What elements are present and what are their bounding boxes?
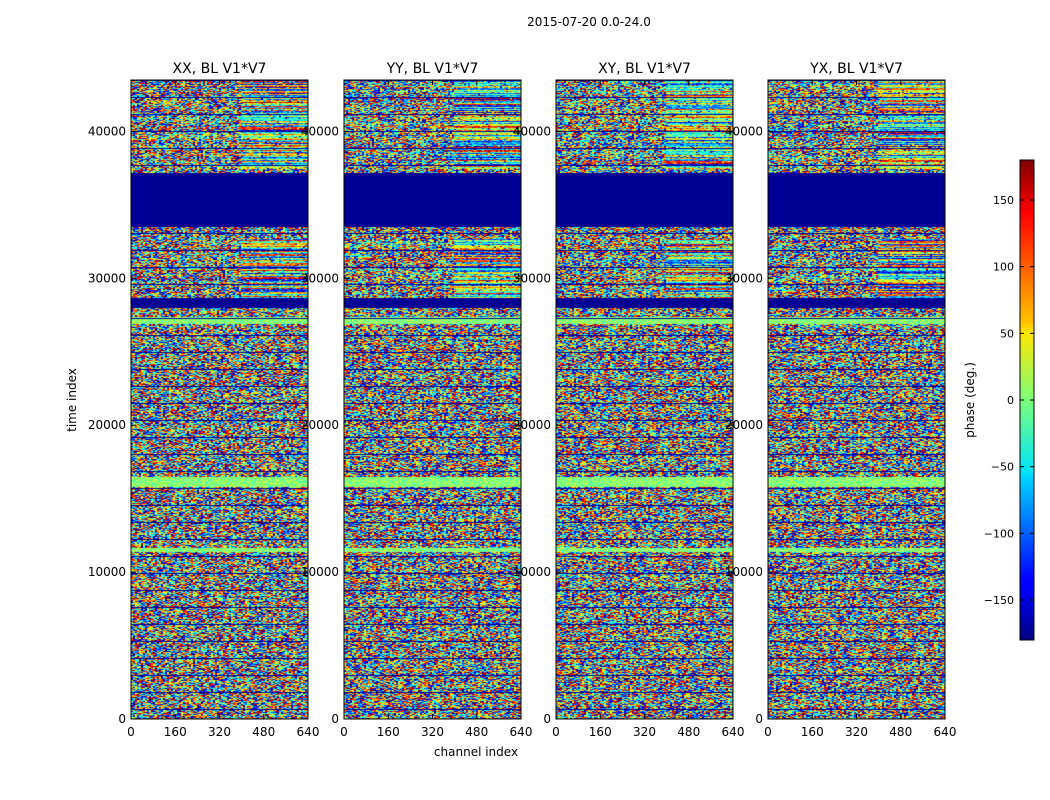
- panel-heatmap-0: [131, 80, 308, 719]
- y-tick-label-2-4: 40000: [513, 124, 551, 138]
- y-tick-label-1-1: 10000: [301, 565, 339, 579]
- colorbar-tick-label-2: −50: [991, 461, 1014, 474]
- x-tick-label-3-3: 480: [889, 725, 912, 739]
- colorbar-tick-label-3: 0: [1007, 394, 1014, 407]
- y-tick-label-0-2: 20000: [88, 418, 126, 432]
- y-axis-label: time index: [65, 368, 79, 432]
- y-tick-label-2-0: 0: [543, 712, 551, 726]
- x-tick-label-2-2: 320: [633, 725, 656, 739]
- panel-1: YY, BL V1*V7 0 160 320 480 640 0 10000 20000 3000…: [301, 61, 533, 739]
- x-tick-label-2-3: 480: [677, 725, 700, 739]
- y-tick-label-3-2: 20000: [725, 418, 763, 432]
- figure-suptitle: 2015-07-20 0.0-24.0: [527, 15, 651, 29]
- y-tick-label-0-0: 0: [118, 712, 126, 726]
- y-tick-label-1-0: 0: [331, 712, 339, 726]
- x-tick-label-1-1: 160: [377, 725, 400, 739]
- panel-2: XY, BL V1*V7 0 160 320 480 640 0 10000 20000 3000…: [513, 61, 745, 739]
- x-tick-label-3-4: 640: [934, 725, 957, 739]
- panels: XX, BL V1*V7 0 160 320 480 640 0 10000 20000 3000…: [88, 61, 957, 739]
- x-tick-label-2-1: 160: [589, 725, 612, 739]
- x-axis-label: channel index: [434, 745, 518, 759]
- colorbar-tick-label-0: −150: [984, 594, 1014, 607]
- colorbar-tick-label-1: −100: [984, 527, 1014, 540]
- y-tick-label-0-3: 30000: [88, 271, 126, 285]
- colorbar-tick-label-5: 100: [993, 261, 1014, 274]
- x-tick-label-0-3: 480: [252, 725, 275, 739]
- y-tick-label-3-3: 30000: [725, 271, 763, 285]
- x-tick-label-1-0: 0: [340, 725, 348, 739]
- y-tick-label-2-1: 10000: [513, 565, 551, 579]
- panel-heatmap-1: [344, 80, 521, 719]
- panel-title-1: YY, BL V1*V7: [386, 61, 479, 77]
- colorbar-tick-label-6: 150: [993, 194, 1014, 207]
- x-tick-label-0-0: 0: [127, 725, 135, 739]
- panel-3: YX, BL V1*V7 0 160 320 480 640 0 10000 20000 3000…: [725, 61, 957, 739]
- x-tick-label-1-3: 480: [465, 725, 488, 739]
- y-tick-label-1-4: 40000: [301, 124, 339, 138]
- colorbar-tick-label-4: 50: [1000, 327, 1014, 340]
- colorbar-label: phase (deg.): [963, 362, 977, 438]
- y-tick-label-1-2: 20000: [301, 418, 339, 432]
- y-tick-label-3-4: 40000: [725, 124, 763, 138]
- x-tick-label-3-1: 160: [801, 725, 824, 739]
- y-tick-label-0-4: 40000: [88, 124, 126, 138]
- y-tick-label-3-0: 0: [755, 712, 763, 726]
- panel-title-0: XX, BL V1*V7: [173, 61, 267, 77]
- panel-heatmap-3: [768, 80, 945, 719]
- x-tick-label-2-4: 640: [722, 725, 745, 739]
- y-tick-label-3-1: 10000: [725, 565, 763, 579]
- y-tick-label-0-1: 10000: [88, 565, 126, 579]
- colorbar: −150 −100 −50 0 50 100 150 phase (deg.): [963, 159, 1035, 641]
- panel-0: XX, BL V1*V7 0 160 320 480 640 0 10000 20000 3000…: [88, 61, 320, 739]
- colorbar-ticks: −150 −100 −50 0 50 100 150: [984, 194, 1034, 607]
- panel-title-2: XY, BL V1*V7: [598, 61, 691, 77]
- x-tick-label-0-2: 320: [208, 725, 231, 739]
- x-tick-label-2-0: 0: [552, 725, 560, 739]
- panel-heatmap-2: [556, 80, 733, 719]
- x-tick-label-3-0: 0: [764, 725, 772, 739]
- y-tick-label-2-3: 30000: [513, 271, 551, 285]
- y-tick-label-1-3: 30000: [301, 271, 339, 285]
- x-tick-label-0-4: 640: [297, 725, 320, 739]
- x-tick-label-0-1: 160: [164, 725, 187, 739]
- x-tick-label-3-2: 320: [845, 725, 868, 739]
- x-tick-label-1-2: 320: [421, 725, 444, 739]
- y-tick-label-2-2: 20000: [513, 418, 551, 432]
- x-tick-label-1-4: 640: [510, 725, 533, 739]
- panel-title-3: YX, BL V1*V7: [809, 61, 903, 77]
